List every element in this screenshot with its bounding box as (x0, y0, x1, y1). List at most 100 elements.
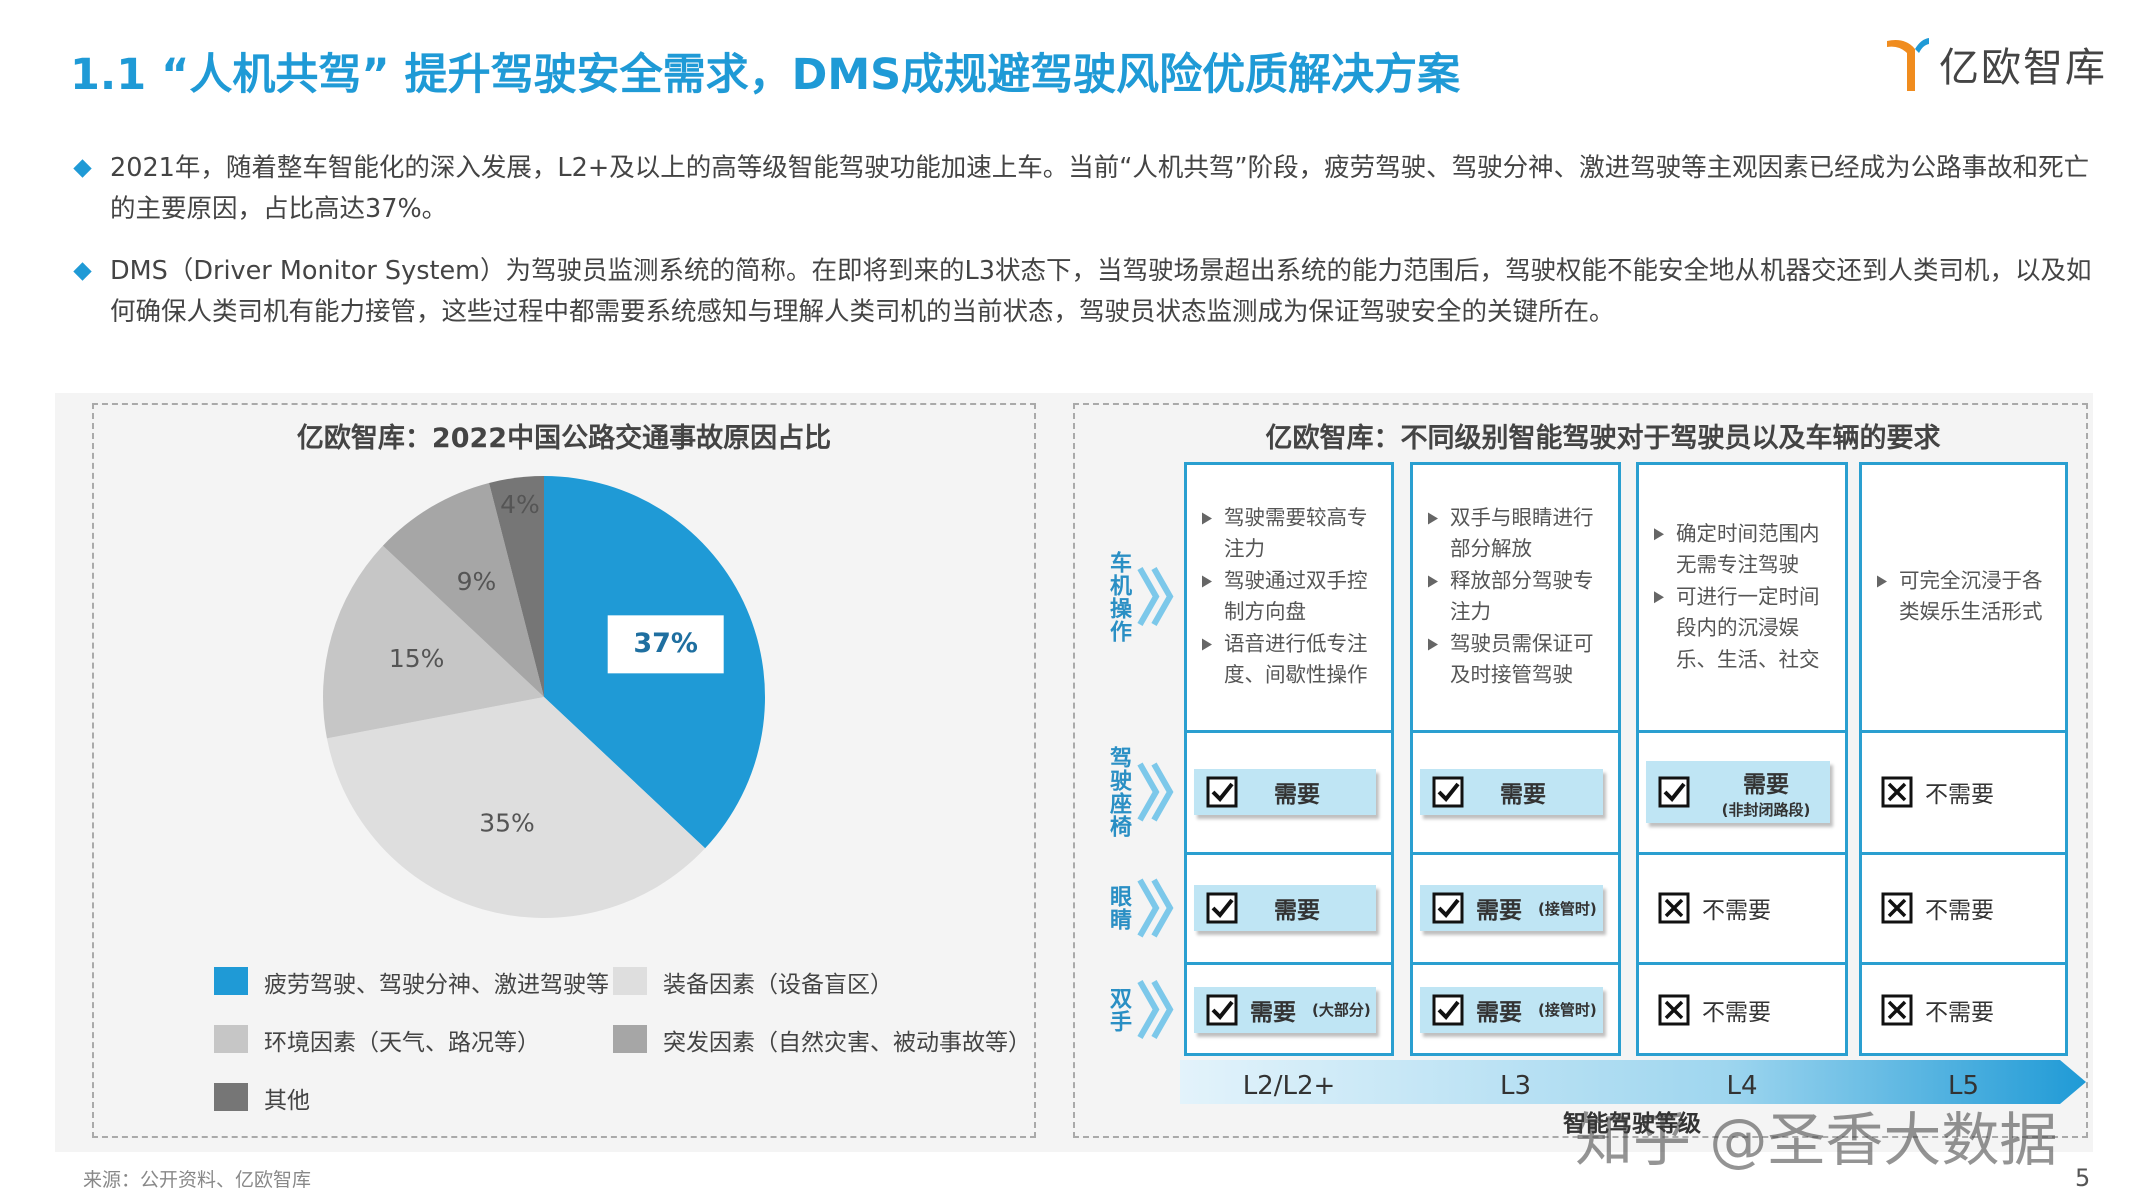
note-item: 释放部分驾驶专注力 (1420, 565, 1605, 628)
requirement-label: 不需要 (1702, 999, 1771, 1026)
operation-notes: 驾驶需要较高专注力 驾驶通过双手控制方向盘 语音进行低专注度、间歇性操作 (1194, 502, 1378, 691)
row-chevron (1137, 567, 1174, 626)
requirement-label: 不需要 (1925, 999, 1994, 1026)
legend-label: 疲劳驾驶、驾驶分神、激进驾驶等 (264, 972, 609, 998)
level-arrow (1180, 1060, 2086, 1104)
requirement-cell: 需要 (1194, 769, 1376, 815)
row-chevron (1137, 980, 1174, 1039)
note-item: 驾驶需要较高专注力 (1194, 502, 1378, 565)
data-label: 35% (479, 808, 535, 837)
level-column (1636, 462, 1848, 1056)
requirement-text: 需要 (非封闭路段) (1702, 765, 1830, 820)
level-column (1859, 462, 2068, 1056)
operation-notes: 确定时间范围内无需专注驾驶 可进行一定时间段内的沉浸娱乐、生活、社交 (1646, 518, 1832, 676)
row-divider (1636, 852, 1848, 855)
row-chevron (1137, 762, 1174, 822)
bullet-text: 2021年，随着整车智能化的深入发展，L2+及以上的高等级智能驾驶功能加速上车。… (110, 153, 2090, 224)
level-label: L5 (1947, 1071, 1980, 1101)
label-box (607, 615, 724, 674)
legend-swatch (613, 967, 647, 995)
pie-slice (326, 697, 706, 919)
check-icon (1658, 776, 1690, 808)
check-icon (1432, 892, 1464, 924)
requirement-cell: 需要 (接管时) (1420, 885, 1603, 931)
row-divider (1410, 730, 1621, 733)
check-icon (1206, 776, 1238, 808)
row-label: 驾驶座椅 (1106, 746, 1131, 838)
legend-swatch (214, 967, 248, 995)
requirement-cell: 需要 (大部分) (1194, 986, 1376, 1033)
row-divider (1859, 962, 2068, 965)
check-icon (1432, 994, 1464, 1025)
logo-text: 亿欧智库 (1939, 45, 2107, 91)
cross-icon (1658, 994, 1690, 1025)
legend-label: 突发因素（自然灾害、被动事故等） (663, 1030, 1031, 1056)
pie-slice (323, 545, 544, 739)
level-label: L3 (1499, 1071, 1532, 1101)
requirement-label: 需要 (1476, 898, 1522, 924)
requirement-cell: 不需要 (1881, 775, 1994, 809)
note-item: 语音进行低专注度、间歇性操作 (1194, 628, 1378, 691)
requirement-cell: 需要 (接管时) (1420, 986, 1603, 1033)
legend-label: 其他 (264, 1088, 310, 1114)
requirement-note: (非封闭路段) (1721, 800, 1811, 819)
note-item: 驾驶通过双手控制方向盘 (1194, 565, 1378, 628)
legend-swatch (214, 1025, 248, 1053)
data-label: 9% (457, 567, 497, 596)
source: 来源：公开资料、亿欧智库 (83, 1169, 312, 1191)
watermark: 知乎 @圣香大数据 (1575, 1106, 2058, 1174)
bullet-text: DMS（Driver Monitor System）为驾驶员监测系统的简称。在即… (110, 256, 2092, 327)
cross-icon (1881, 776, 1913, 808)
row-divider (1184, 852, 1394, 855)
cross-icon (1881, 994, 1913, 1025)
row-divider (1184, 730, 1394, 733)
pie-slice (382, 482, 544, 697)
note-item: 驾驶员需保证可及时接管驾驶 (1420, 628, 1605, 691)
row-divider (1859, 852, 2068, 855)
requirement-label: 不需要 (1925, 898, 1994, 924)
row-divider (1636, 730, 1848, 733)
level-axis-label: 智能驾驶等级 (1563, 1111, 1701, 1137)
legend-label: 环境因素（天气、路况等） (264, 1030, 540, 1056)
level-label: L4 (1726, 1071, 1758, 1101)
note-item: 可进行一定时间段内的沉浸娱乐、生活、社交 (1646, 581, 1832, 676)
requirement-label: 需要 (1274, 898, 1320, 924)
legend-swatch (214, 1083, 248, 1111)
row-divider (1859, 730, 2068, 733)
logo: 亿欧智库 (1885, 34, 2107, 94)
note-item: 确定时间范围内无需专注驾驶 (1646, 518, 1832, 581)
requirement-label: 需要 (1274, 782, 1320, 808)
row-label: 车机操作 (1106, 550, 1131, 643)
requirement-note: (大部分) (1312, 1001, 1371, 1019)
chart-title: 亿欧智库：2022中国公路交通事故原因占比 (296, 423, 832, 454)
row-divider (1410, 852, 1621, 855)
level-column (1410, 462, 1621, 1056)
requirement-cell: 不需要 (1881, 993, 1994, 1027)
logo-mark (1887, 38, 1929, 91)
cross-icon (1658, 892, 1690, 924)
requirement-cell: 需要 (1420, 769, 1603, 815)
data-label: 15% (389, 644, 445, 673)
operation-notes: 可完全沉浸于各类娱乐生活形式 (1869, 565, 2052, 628)
row-label: 眼睛 (1106, 885, 1131, 931)
pie-slice (489, 476, 544, 697)
level-column (1184, 462, 1394, 1056)
page-number: 5 (2075, 1164, 2091, 1192)
requirement-label: 需要 (1250, 999, 1296, 1026)
operation-notes: 双手与眼睛进行部分解放 释放部分驾驶专注力 驾驶员需保证可及时接管驾驶 (1420, 502, 1605, 691)
requirement-label: 需要 (1500, 782, 1546, 808)
requirement-cell: 需要 (非封闭路段) (1646, 761, 1830, 823)
requirement-label: 不需要 (1702, 898, 1771, 924)
check-icon (1206, 994, 1238, 1025)
slide-title: 1.1 “人机共驾” 提升驾驶安全需求，DMS成规避驾驶风险优质解决方案 (70, 50, 1461, 100)
row-divider (1410, 962, 1621, 965)
requirement-cell: 不需要 (1658, 993, 1771, 1027)
requirement-cell: 不需要 (1658, 891, 1771, 925)
note-item: 可完全沉浸于各类娱乐生活形式 (1869, 565, 2052, 628)
data-label: 4% (500, 490, 540, 519)
requirement-label: 需要 (1743, 771, 1789, 798)
requirement-cell: 不需要 (1881, 891, 1994, 925)
diagram-title: 亿欧智库：不同级别智能驾驶对于驾驶员以及车辆的要求 (1265, 423, 1941, 454)
cross-icon (1881, 892, 1913, 924)
